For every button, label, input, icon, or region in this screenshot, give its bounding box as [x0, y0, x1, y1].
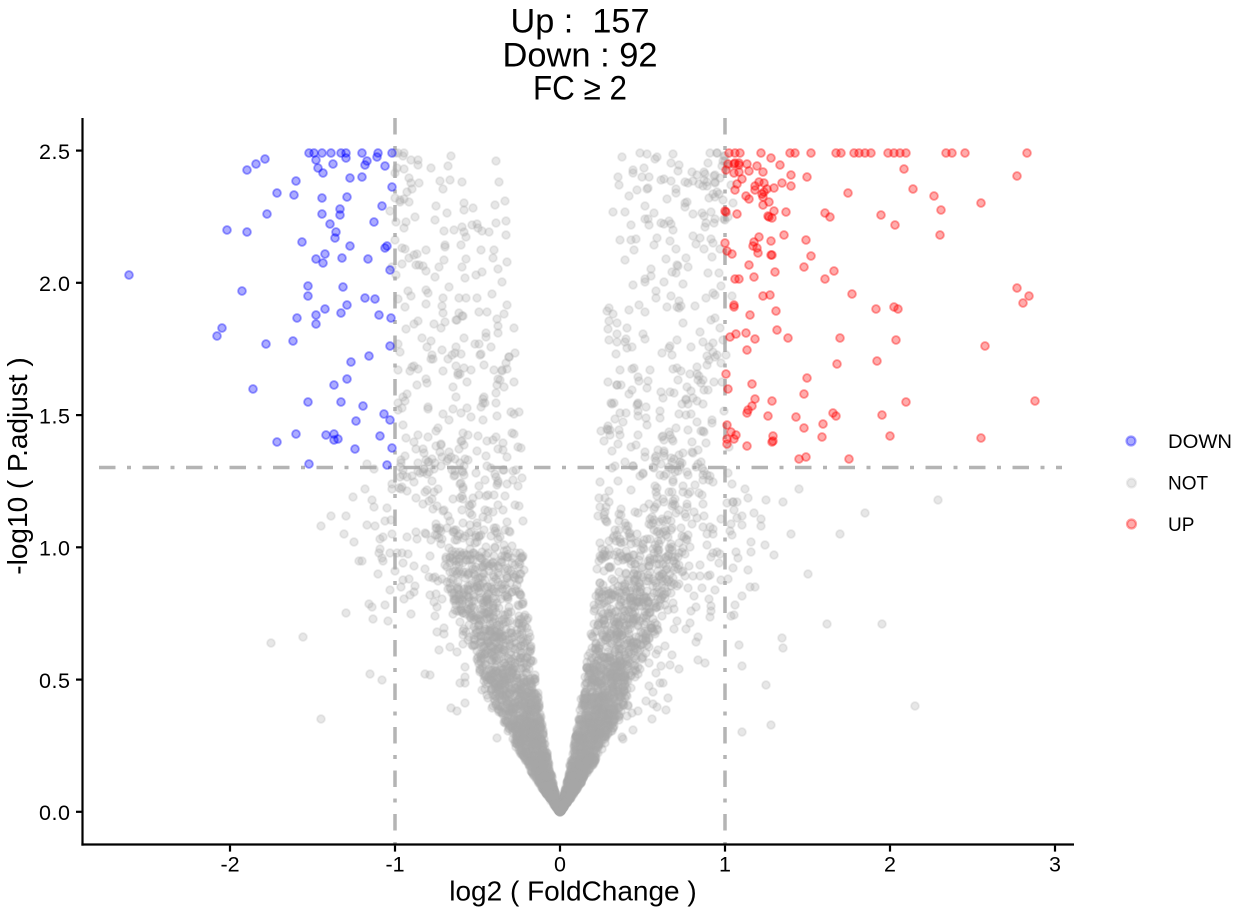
svg-text:2: 2 [884, 853, 896, 877]
svg-text:log2 ( FoldChange ): log2 ( FoldChange ) [449, 876, 696, 907]
svg-text:2.0: 2.0 [39, 272, 70, 296]
svg-text:-1: -1 [385, 853, 404, 877]
svg-text:Up : 157: Up : 157 [511, 3, 650, 41]
svg-text:0.5: 0.5 [39, 669, 70, 693]
svg-text:UP: UP [1168, 515, 1194, 536]
svg-text:NOT: NOT [1168, 473, 1209, 494]
svg-text:DOWN: DOWN [1168, 432, 1232, 453]
svg-text:3: 3 [1049, 853, 1061, 877]
svg-text:1: 1 [719, 853, 731, 877]
svg-text:-log10 ( P.adjust ): -log10 ( P.adjust ) [2, 357, 33, 574]
svg-text:1.0: 1.0 [39, 537, 70, 561]
svg-text:0.0: 0.0 [39, 801, 70, 825]
svg-text:0: 0 [554, 853, 566, 877]
svg-text:1.5: 1.5 [39, 404, 70, 428]
svg-text:FC ≥ 2: FC ≥ 2 [533, 70, 627, 108]
svg-text:-2: -2 [220, 853, 239, 877]
svg-text:2.5: 2.5 [39, 140, 70, 164]
